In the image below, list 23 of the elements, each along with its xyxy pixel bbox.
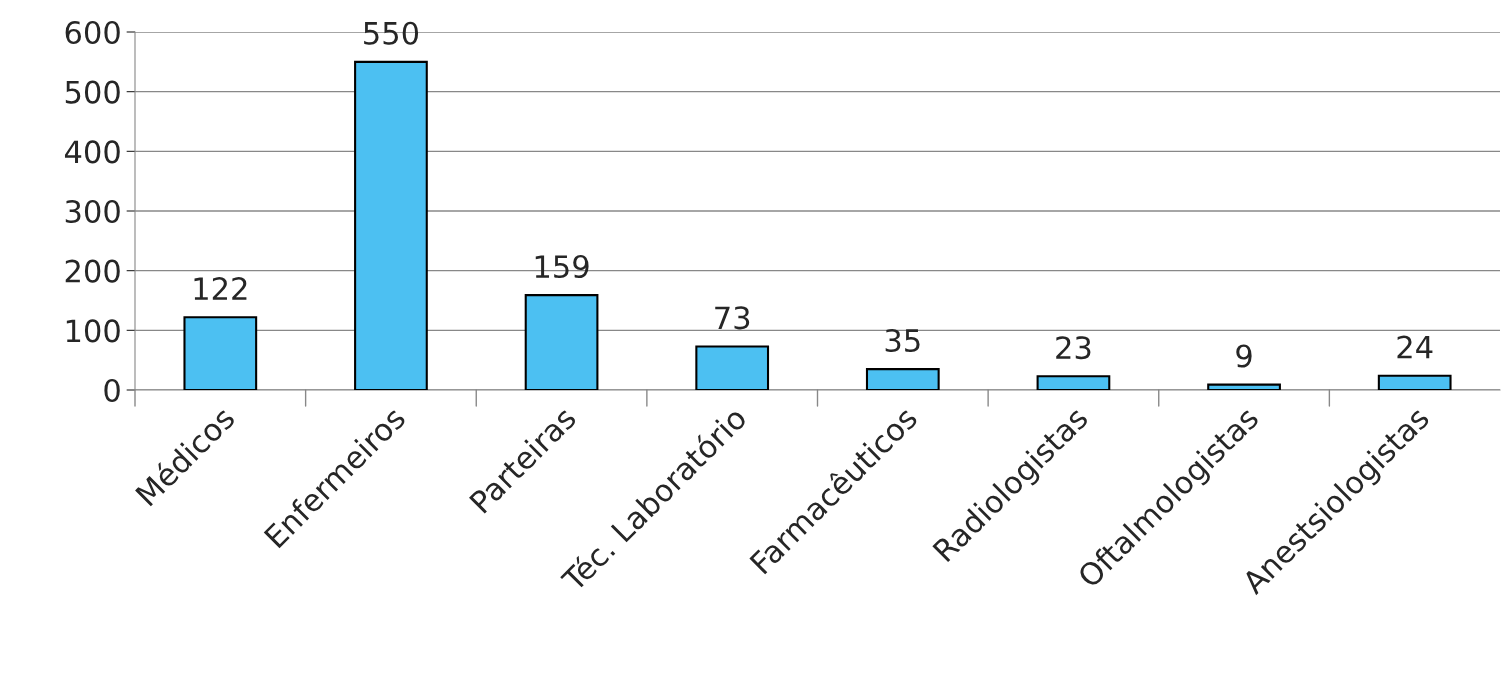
y-tick-label: 400 — [64, 140, 120, 164]
data-label: 9 — [1236, 344, 1252, 368]
y-tick-label: 0 — [104, 378, 120, 403]
bar — [183, 316, 258, 390]
data-label: 73 — [715, 306, 750, 330]
data-label: 159 — [535, 254, 589, 279]
bar — [1377, 374, 1452, 390]
data-label: 122 — [194, 277, 247, 300]
y-tick-label: 600 — [65, 20, 120, 45]
y-tick-label: 300 — [65, 199, 120, 224]
y-tick-label: 200 — [65, 259, 120, 283]
bar — [865, 368, 940, 390]
y-tick-label: 500 — [65, 80, 120, 104]
bar — [695, 345, 770, 390]
bar — [354, 60, 428, 390]
bar — [1036, 375, 1111, 390]
bar — [1207, 383, 1281, 390]
data-label: 23 — [1056, 336, 1091, 360]
data-label: 550 — [364, 21, 419, 45]
bar — [524, 294, 599, 390]
y-tick-label: 100 — [66, 319, 120, 343]
data-label: 24 — [1397, 335, 1433, 359]
data-label: 35 — [885, 328, 920, 353]
